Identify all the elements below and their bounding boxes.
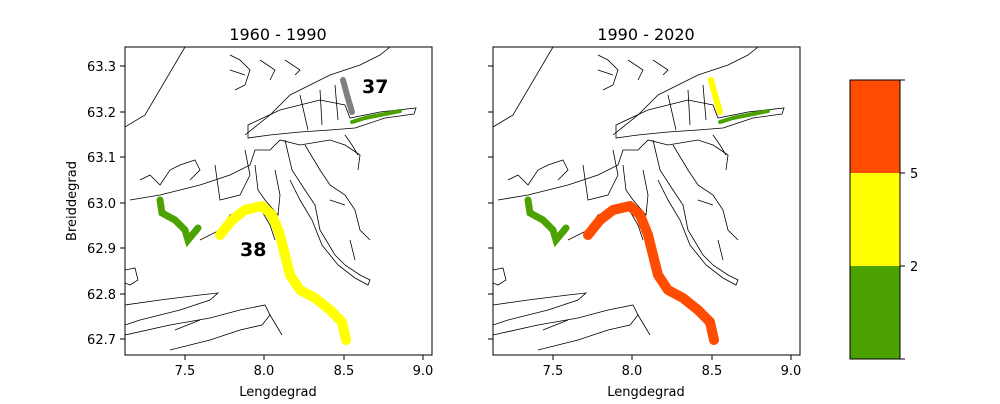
panel-1990-2020: 1990 - 2020 Lengdegrad 7.5 8.0 8.5 9.0 xyxy=(488,25,801,400)
y-ticks xyxy=(488,65,493,340)
fjord-segment-north-outer xyxy=(718,109,770,124)
colorbar-tick-2: 2 xyxy=(910,260,918,275)
y-tick-label: 62.8 xyxy=(87,288,116,303)
fjord-segment-south xyxy=(215,201,351,345)
y-tick-label: 63.0 xyxy=(87,197,116,212)
colorbar-bin-mid xyxy=(850,173,900,266)
fjord-segment-west xyxy=(156,196,202,248)
colorbar-bin-high xyxy=(850,80,900,173)
fjord-segment-north-inner xyxy=(708,77,723,115)
fjord-segment-north-outer xyxy=(350,109,402,124)
x-ticks: 7.5 8.0 8.5 9.0 xyxy=(175,355,434,379)
y-tick-label: 62.9 xyxy=(87,242,116,257)
x-tick-label: 7.5 xyxy=(543,364,564,379)
x-tick-label: 8.5 xyxy=(702,364,723,379)
fjord-segment-south xyxy=(583,201,719,345)
colorbar: 5 2 xyxy=(849,79,918,360)
x-tick-label: 8.5 xyxy=(334,364,355,379)
x-tick-label: 8.0 xyxy=(622,364,643,379)
x-tick-label: 7.5 xyxy=(175,364,196,379)
y-tick-label: 62.7 xyxy=(87,333,116,348)
region-label-37: 37 xyxy=(362,76,388,98)
fjord-segment-north-inner xyxy=(340,77,355,115)
x-tick-label: 9.0 xyxy=(781,364,802,379)
y-axis-label: Breiddegrad xyxy=(65,161,80,241)
region-label-38: 38 xyxy=(240,239,266,261)
y-ticks: 63.3 63.2 63.1 63.0 62.9 62.8 62.7 xyxy=(87,60,125,348)
x-axis-label: Lengdegrad xyxy=(607,385,685,400)
x-tick-label: 8.0 xyxy=(254,364,275,379)
y-tick-label: 63.3 xyxy=(87,60,116,75)
coastline xyxy=(493,47,785,351)
y-tick-label: 63.2 xyxy=(87,106,116,121)
colorbar-bin-low xyxy=(850,266,900,359)
x-tick-label: 9.0 xyxy=(413,364,434,379)
colorbar-tick-5: 5 xyxy=(910,167,918,182)
panel-title: 1960 - 1990 xyxy=(229,25,326,44)
y-tick-label: 63.1 xyxy=(87,151,116,166)
panel-title: 1990 - 2020 xyxy=(597,25,694,44)
x-axis-label: Lengdegrad xyxy=(239,385,317,400)
fjord-segment-west xyxy=(524,196,570,248)
panel-1960-1990: 37 38 1960 - 1990 Lengdegrad Breiddegrad… xyxy=(65,25,433,400)
x-ticks: 7.5 8.0 8.5 9.0 xyxy=(543,355,802,379)
